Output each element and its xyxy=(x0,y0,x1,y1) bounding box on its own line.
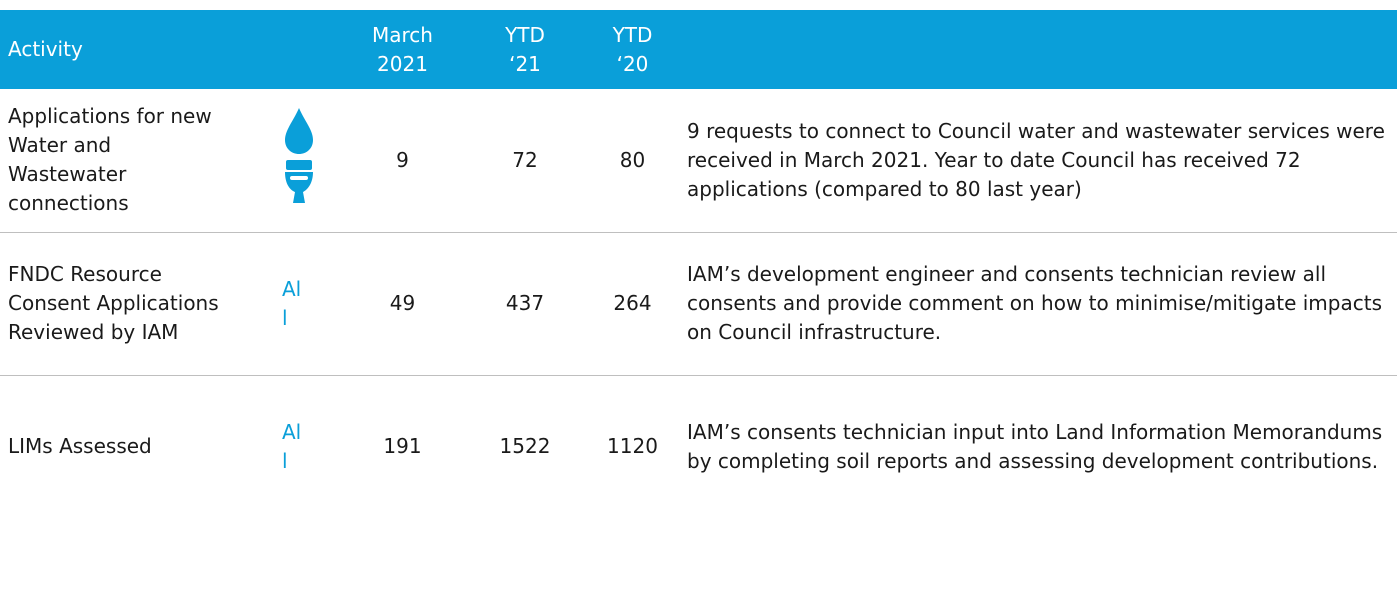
icon-text: Al xyxy=(282,276,302,301)
table-row: FNDC Resource Consent Applications Revie… xyxy=(0,231,1397,375)
activity-text: LIMs Assessed xyxy=(8,434,152,459)
header-cell xyxy=(675,10,1397,89)
number-cell: 437 xyxy=(460,231,590,375)
header-text: YTD ‘21 xyxy=(505,22,545,76)
activity-text: Applications for new Water and Wastewate… xyxy=(8,104,212,216)
table-row: LIMs Assessed Al l 191 1522 1120 IAM’s consent… xyxy=(0,374,1397,518)
table-body: Applications for new Water and Wastewate… xyxy=(0,89,1397,518)
header-cell: YTD ‘20 xyxy=(590,10,675,89)
number-cell: 1522 xyxy=(460,374,590,518)
number-cell: 191 xyxy=(345,374,460,518)
number-cell: 49 xyxy=(345,231,460,375)
number-cell: 264 xyxy=(590,231,675,375)
activity-table: Activity March 2021 YTD ‘21 YTD ‘20 Appl… xyxy=(0,10,1397,518)
activity-text: FNDC Resource Consent Applications Revie… xyxy=(8,262,219,344)
table-row: Applications for new Water and Wastewate… xyxy=(0,89,1397,232)
comment-cell: IAM’s consents technician input into Lan… xyxy=(675,374,1397,518)
icon-text: l xyxy=(282,448,288,473)
number-cell: 9 xyxy=(396,147,409,172)
header-cell: YTD ‘21 xyxy=(460,10,590,89)
icon-cell: Al l xyxy=(270,374,345,518)
activity-cell: LIMs Assessed xyxy=(0,374,270,518)
number-cell: 80 xyxy=(619,147,646,172)
header-text: YTD ‘20 xyxy=(612,22,653,76)
activity-cell: Applications for new Water and Wastewate… xyxy=(0,89,270,232)
header-cell: Activity xyxy=(0,10,270,89)
number-cell: 72 xyxy=(512,147,538,172)
header-row: Activity March 2021 YTD ‘21 YTD ‘20 xyxy=(0,10,1397,89)
activity-cell: FNDC Resource Consent Applications Revie… xyxy=(0,231,270,375)
icon-cell xyxy=(270,89,345,232)
icon-text: l xyxy=(282,305,288,330)
comment-cell: IAM’s development engineer and consents … xyxy=(675,231,1397,375)
header-cell xyxy=(270,10,345,89)
number-cell: 1120 xyxy=(590,374,675,518)
icon-text: Al xyxy=(282,419,302,444)
header-cell: March 2021 xyxy=(345,10,460,89)
comment-cell: 9 requests to connect to Council water a… xyxy=(687,118,1385,201)
header-text: March 2021 xyxy=(372,22,433,76)
icon-cell: Al l xyxy=(270,231,345,375)
water-icon xyxy=(285,108,313,204)
